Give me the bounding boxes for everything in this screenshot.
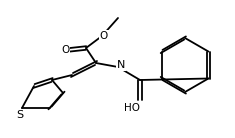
Text: S: S	[16, 110, 24, 120]
Text: O: O	[100, 31, 108, 41]
Text: HO: HO	[124, 103, 140, 113]
Text: N: N	[117, 60, 125, 70]
Text: O: O	[61, 45, 69, 55]
